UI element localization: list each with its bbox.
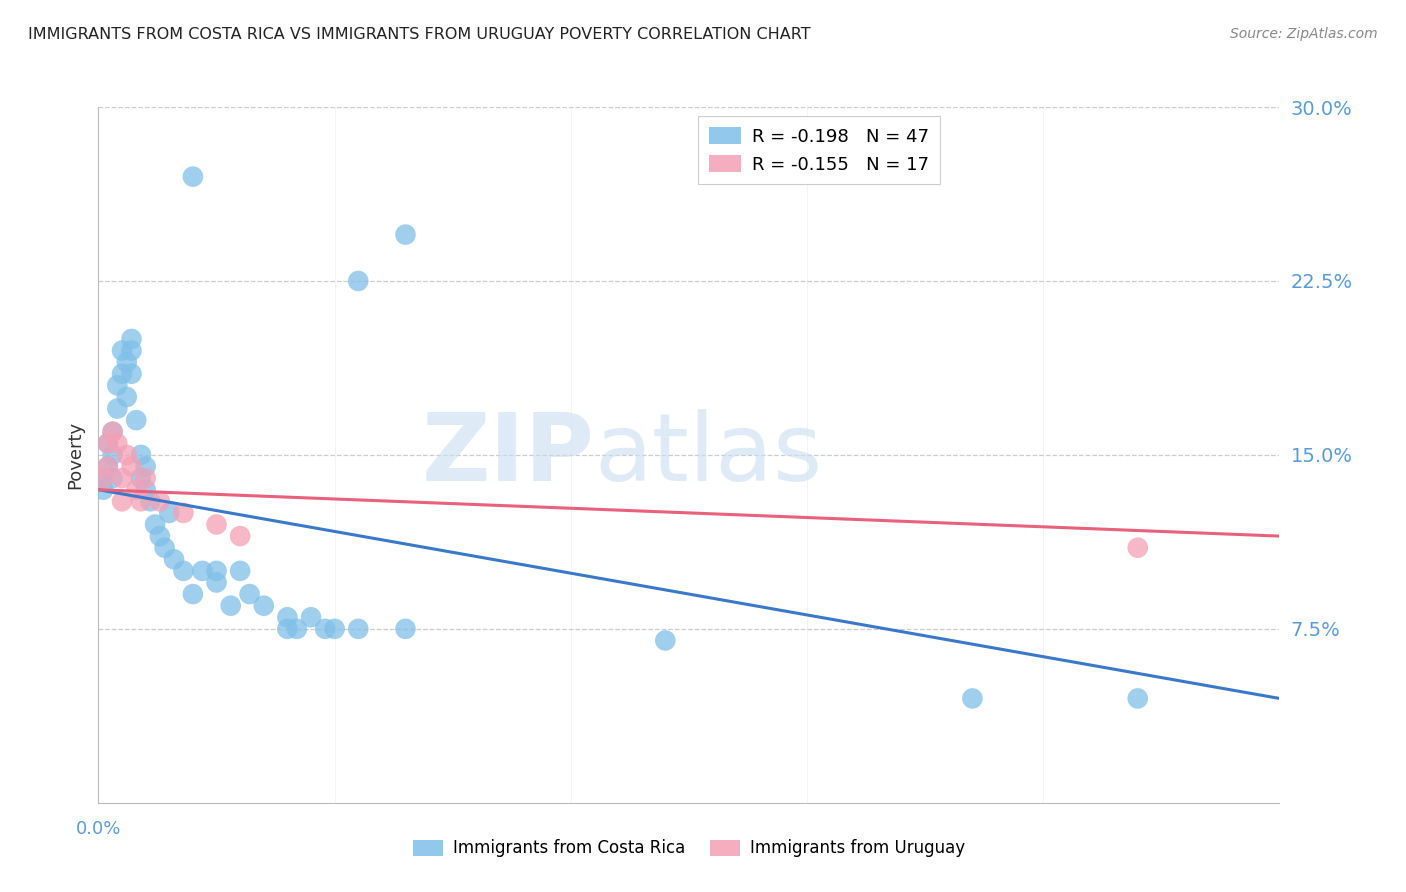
Point	[91, 483, 114, 497]
Point	[101, 425, 124, 439]
Point	[149, 494, 172, 508]
Point	[125, 483, 148, 497]
Point	[1126, 541, 1149, 555]
Point	[111, 367, 134, 381]
Point	[91, 471, 114, 485]
Point	[129, 448, 152, 462]
Point	[962, 691, 984, 706]
Point	[139, 494, 162, 508]
Point	[115, 390, 138, 404]
Point	[135, 483, 157, 497]
Point	[347, 622, 370, 636]
Point	[135, 471, 157, 485]
Point	[347, 274, 370, 288]
Point	[157, 506, 180, 520]
Point	[91, 471, 114, 485]
Point	[654, 633, 676, 648]
Point	[153, 541, 176, 555]
Point	[394, 227, 416, 242]
Point	[115, 355, 138, 369]
Point	[105, 436, 128, 450]
Point	[276, 622, 298, 636]
Point	[181, 587, 204, 601]
Point	[101, 448, 124, 462]
Point	[314, 622, 336, 636]
Point	[239, 587, 262, 601]
Point	[229, 564, 252, 578]
Point	[205, 564, 228, 578]
Text: atlas: atlas	[595, 409, 823, 501]
Point	[121, 343, 143, 358]
Point	[121, 459, 143, 474]
Point	[219, 599, 242, 613]
Point	[253, 599, 276, 613]
Point	[97, 459, 120, 474]
Point	[97, 459, 120, 474]
Point	[205, 575, 228, 590]
Point	[172, 506, 194, 520]
Point	[101, 425, 124, 439]
Point	[121, 367, 143, 381]
Point	[129, 471, 152, 485]
Point	[125, 413, 148, 427]
Text: Source: ZipAtlas.com: Source: ZipAtlas.com	[1230, 27, 1378, 41]
Point	[285, 622, 308, 636]
Point	[191, 564, 214, 578]
Point	[105, 401, 128, 416]
Point	[163, 552, 186, 566]
Point	[276, 610, 298, 624]
Point	[299, 610, 322, 624]
Point	[115, 448, 138, 462]
Text: ZIP: ZIP	[422, 409, 595, 501]
Point	[111, 343, 134, 358]
Point	[105, 378, 128, 392]
Text: IMMIGRANTS FROM COSTA RICA VS IMMIGRANTS FROM URUGUAY POVERTY CORRELATION CHART: IMMIGRANTS FROM COSTA RICA VS IMMIGRANTS…	[28, 27, 811, 42]
Point	[323, 622, 346, 636]
Point	[149, 529, 172, 543]
Point	[229, 529, 252, 543]
Point	[101, 471, 124, 485]
Point	[111, 471, 134, 485]
Point	[172, 564, 194, 578]
Point	[135, 459, 157, 474]
Point	[181, 169, 204, 184]
Point	[143, 517, 166, 532]
Point	[205, 517, 228, 532]
Point	[129, 494, 152, 508]
Point	[121, 332, 143, 346]
Point	[1126, 691, 1149, 706]
Y-axis label: Poverty: Poverty	[66, 421, 84, 489]
Point	[97, 436, 120, 450]
Text: 0.0%: 0.0%	[76, 821, 121, 838]
Point	[111, 494, 134, 508]
Point	[97, 436, 120, 450]
Point	[394, 622, 416, 636]
Legend: Immigrants from Costa Rica, Immigrants from Uruguay: Immigrants from Costa Rica, Immigrants f…	[406, 833, 972, 864]
